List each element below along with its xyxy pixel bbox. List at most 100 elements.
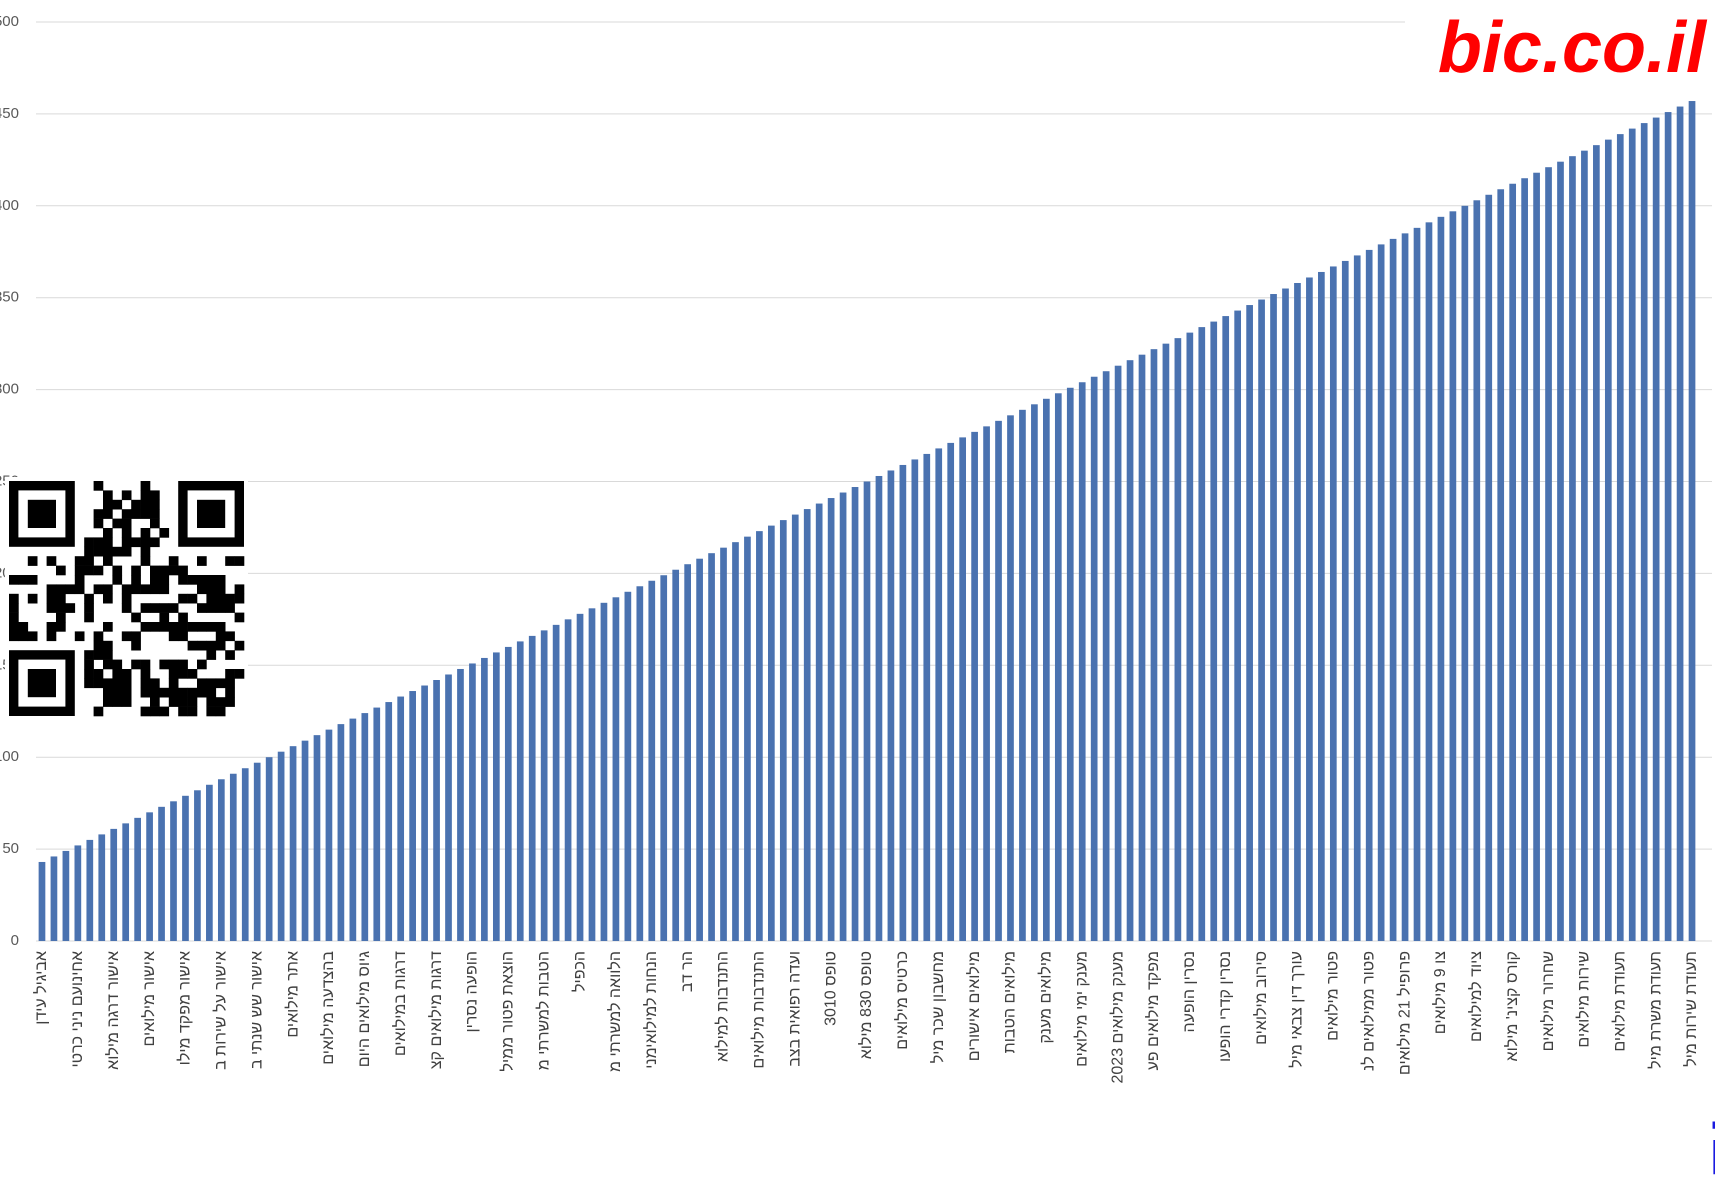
bar	[134, 817, 141, 941]
bar	[564, 619, 572, 941]
bar	[277, 751, 285, 941]
qr-module	[27, 556, 38, 566]
qr-module	[187, 622, 198, 632]
qr-module	[168, 678, 179, 689]
qr-module	[93, 537, 104, 548]
bar	[289, 746, 297, 941]
bar	[409, 691, 416, 941]
bar	[827, 498, 835, 941]
bar	[170, 801, 177, 941]
qr-module	[178, 593, 188, 604]
bar	[1353, 255, 1361, 941]
bar	[971, 431, 978, 941]
qr-module	[150, 697, 160, 707]
qr-module	[9, 622, 19, 632]
qr-module	[225, 631, 235, 642]
qr-module	[187, 706, 198, 717]
qr-module	[206, 584, 217, 595]
qr-module	[140, 499, 151, 510]
bar	[1019, 409, 1026, 941]
qr-module	[187, 687, 198, 698]
qr-module	[46, 622, 57, 632]
qr-module	[168, 603, 179, 613]
bar	[1377, 244, 1385, 941]
qr-module	[84, 659, 94, 670]
bar	[1593, 145, 1600, 941]
qr-module	[178, 565, 188, 576]
x-tick-label: מפקד מילואים פע	[1144, 951, 1162, 1071]
qr-module	[112, 518, 123, 529]
qr-module	[150, 687, 160, 698]
qr-module	[150, 509, 160, 519]
qr-module	[84, 669, 94, 679]
qr-module	[225, 556, 235, 566]
qr-module	[103, 687, 113, 698]
x-tick-label: דרגות מילואים קצ	[427, 951, 445, 1069]
bar	[265, 757, 273, 941]
qr-module	[121, 584, 132, 595]
x-tick-label: הופעה נסרין	[464, 951, 481, 1033]
bar	[995, 420, 1002, 941]
bar	[684, 564, 691, 941]
bar	[492, 652, 500, 941]
bar	[253, 762, 261, 941]
qr-module	[234, 593, 245, 604]
qr-module	[131, 659, 141, 670]
x-tick-label: טופס 3010	[822, 951, 839, 1026]
x-tick-label: מענק מילואים 2023	[1108, 951, 1126, 1084]
bar	[1676, 106, 1684, 942]
bar	[146, 812, 153, 941]
qr-module	[159, 622, 170, 632]
watermark-bg	[1405, 0, 1715, 85]
qr-module	[197, 584, 207, 595]
qr-module	[215, 631, 226, 642]
qr-module	[206, 706, 217, 717]
x-tick-label: מילואים אישורים	[965, 951, 983, 1061]
qr-module	[159, 603, 170, 613]
bar	[301, 740, 309, 941]
qr-module	[215, 603, 226, 613]
bar	[1078, 382, 1086, 941]
bar	[1306, 277, 1313, 941]
qr-module	[46, 556, 57, 566]
watermark: bic.co.il	[1438, 8, 1708, 88]
qr-module	[74, 584, 85, 595]
qr-module	[159, 528, 170, 538]
x-tick-label: התנדבות למילוא	[714, 951, 732, 1062]
qr-module	[178, 575, 188, 585]
grid	[36, 21, 1712, 942]
bar	[588, 608, 596, 941]
qr-module	[187, 697, 198, 707]
chart-title: עריקות ממילואים תמונה	[1706, 1094, 1715, 1193]
bar	[1150, 349, 1158, 941]
qr-module	[93, 706, 104, 717]
x-tick-label: אישור על שירות ב	[212, 951, 230, 1070]
qr-module	[103, 650, 113, 660]
qr-module	[112, 697, 123, 707]
bar	[1425, 222, 1433, 942]
qr-module	[140, 556, 151, 566]
bar	[839, 492, 847, 941]
bar	[1043, 398, 1050, 941]
qr-module	[168, 697, 179, 707]
bar	[1449, 211, 1457, 942]
bar	[445, 674, 452, 941]
bar	[720, 547, 727, 941]
qr-module	[168, 556, 179, 566]
qr-module	[103, 537, 113, 548]
bar	[182, 795, 189, 941]
y-tick-label: 50	[2, 840, 19, 857]
qr-module	[9, 631, 19, 642]
qr-module	[56, 612, 66, 623]
qr-module	[206, 622, 217, 632]
qr-module	[18, 631, 29, 642]
bar	[1557, 161, 1564, 942]
qr-module	[27, 593, 38, 604]
qr-module	[74, 565, 85, 576]
qr-module	[93, 584, 104, 595]
bar	[1186, 332, 1194, 941]
qr-module	[168, 687, 179, 698]
qr-module	[56, 622, 66, 632]
qr-module	[215, 678, 226, 689]
qr-module	[27, 631, 38, 642]
